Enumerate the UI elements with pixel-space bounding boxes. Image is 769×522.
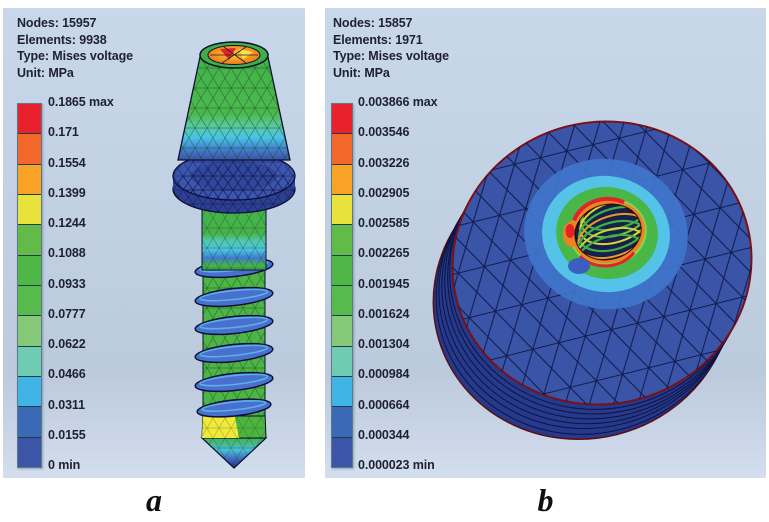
info-line: Type: Mises voltage [17,49,133,63]
legend-color-block [332,436,352,467]
legend-color-block [18,104,41,134]
legend-value-label: 0.000023 min [358,458,435,472]
legend-color-block [18,193,41,225]
info-line: Nodes: 15857 [333,16,413,30]
legend-value-label: 0.1865 max [48,95,114,109]
legend-value-label: 0.000664 [358,397,410,412]
info-line: Elements: 9938 [17,32,107,47]
legend-color-block [332,224,352,255]
legend-value-label: 0 min [48,458,81,472]
legend-value-label: 0.001945 [358,276,410,291]
legend-color-block [332,104,352,134]
info-line: Unit: MPa [333,65,390,80]
info-line: Unit: MPa [17,65,74,80]
implant-shaft [202,259,266,417]
fea-panel-implant: Nodes: 15957 Elements: 9938 Type: Mises vo… [3,8,305,478]
legend-color-block [332,315,352,346]
legend-color-block [18,133,41,164]
legend-color-block [332,133,352,164]
legend-value-label: 0.003226 [358,155,410,170]
implant-tip [200,437,268,469]
legend-color-block [18,345,41,376]
legend-value-label: 0.003866 max [358,95,438,109]
legend-color-block [332,284,352,316]
legend-value-label: 0.0622 [48,337,86,351]
legend-value-label: 0.0155 [48,427,86,442]
legend-color-block [18,375,41,407]
legend-color-block [18,224,41,255]
legend-value-label: 0.001304 [358,337,410,351]
legend-value-label: 0.0311 [48,397,85,412]
legend-color-block [18,254,41,285]
info-line: Type: Mises voltage [333,49,449,63]
legend-color-block [332,406,352,437]
legend-color-block [18,163,41,194]
legend-color-block [18,436,41,467]
legend-value-label: 0.1088 [48,246,86,261]
legend-color-block [332,193,352,225]
implant-tip-band [201,411,267,439]
legend-color-block [332,254,352,285]
implant-stress-model [172,41,296,469]
legend-value-label: 0.002265 [358,246,410,261]
legend-value-label: 0.000984 [358,367,410,382]
analysis-info-block: Nodes: 15857 Elements: 1971 Type: Mises vo… [333,15,449,81]
subfigure-caption-a: a [146,481,162,518]
legend-color-block [18,315,41,346]
info-line: Elements: 1971 [333,32,423,47]
subfigure-caption-b: b [537,481,554,518]
legend-color-block [18,406,41,437]
legend-value-label: 0.1554 [48,155,86,170]
legend-color-bar [17,103,42,468]
legend-value-label: 0.0777 [48,306,86,321]
legend-color-block [332,163,352,194]
implant-top-cavity [199,41,269,69]
legend-value-label: 0.002585 [358,216,410,230]
info-line: Nodes: 15957 [17,16,97,30]
implant-collar [172,151,296,214]
legend-value-label: 0.001624 [358,306,410,321]
legend-color-block [332,375,352,407]
analysis-info-block: Nodes: 15957 Elements: 9938 Type: Mises vo… [17,15,133,81]
legend-color-block [18,284,41,316]
implant-abutment [177,56,291,161]
fea-panel-bone-disc: Nodes: 15857 Elements: 1971 Type: Mises vo… [325,8,766,478]
legend-value-label: 0.003546 [358,125,410,140]
legend-value-label: 0.002905 [358,185,410,200]
legend-value-label: 0.0933 [48,276,86,291]
legend-value-label: 0.171 [48,125,79,140]
legend-value-label: 0.1399 [48,185,86,200]
legend-color-block [332,345,352,376]
legend-color-bar [331,103,353,468]
legend-value-label: 0.000344 [358,427,410,442]
legend-value-label: 0.1244 [48,216,86,230]
bone-disc-stress-model [422,89,766,440]
legend-value-label: 0.0466 [48,367,86,382]
